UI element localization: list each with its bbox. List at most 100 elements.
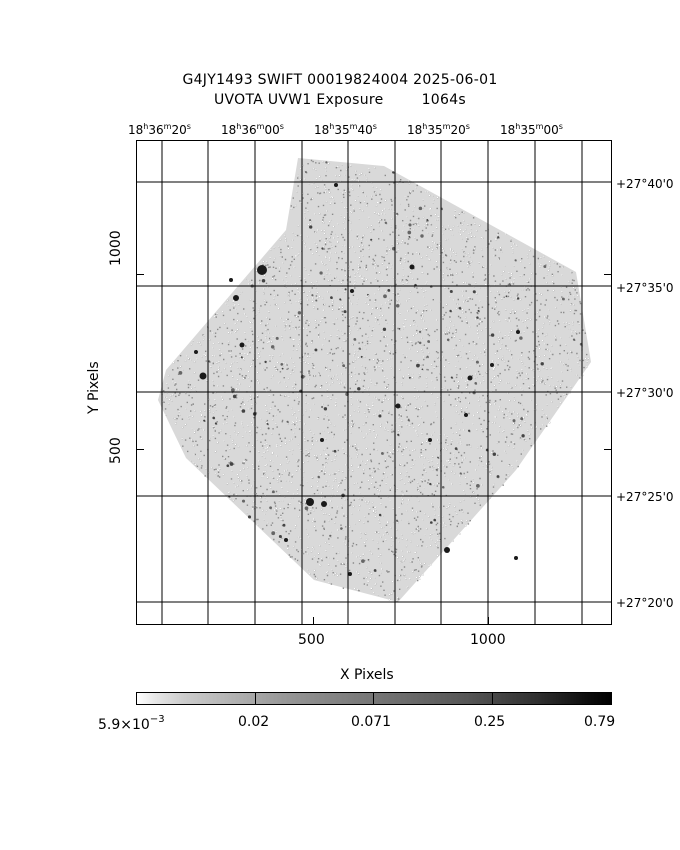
faint-source	[477, 309, 480, 312]
faint-source	[418, 341, 422, 345]
faint-source	[343, 310, 347, 314]
faint-source	[435, 468, 438, 471]
colorbar-label-2: 0.02	[238, 714, 270, 730]
faint-source	[373, 569, 377, 572]
faint-source	[429, 482, 432, 486]
dec-label-3: +27°30'0	[616, 386, 674, 400]
bright-source	[334, 183, 338, 187]
faint-source	[387, 289, 391, 292]
faint-source	[367, 293, 369, 296]
faint-source	[367, 559, 370, 561]
plot-title-line1: G4JY1493 SWIFT 00019824004 2025-06-01	[182, 72, 498, 88]
faint-source	[421, 368, 424, 371]
faint-source	[325, 161, 328, 164]
faint-source	[378, 513, 382, 517]
faint-source	[427, 340, 430, 343]
faint-source	[383, 294, 387, 299]
faint-source	[229, 462, 234, 466]
faint-source	[241, 499, 246, 503]
faint-source	[378, 414, 382, 418]
faint-source	[323, 407, 328, 411]
faint-source	[178, 371, 183, 375]
faint-source	[408, 223, 412, 227]
faint-source	[445, 254, 447, 256]
faint-source	[308, 370, 310, 372]
faint-source	[344, 288, 347, 291]
faint-source	[467, 429, 471, 432]
faint-source	[508, 283, 511, 286]
faint-source	[496, 475, 500, 478]
faint-source	[232, 394, 237, 399]
colorbar-label-min: 5.9×10−3	[98, 714, 165, 733]
faint-source	[497, 236, 500, 239]
ra-label-2: 18h36m00s	[221, 122, 284, 137]
dec-label-5: +27°20'0	[616, 596, 674, 610]
faint-source	[203, 419, 206, 422]
faint-source	[520, 417, 524, 421]
faint-source	[360, 355, 363, 358]
plot-frame	[136, 140, 612, 625]
faint-source	[241, 409, 246, 413]
faint-source	[426, 219, 429, 221]
xtick-1000	[488, 617, 489, 625]
bright-source	[194, 350, 198, 354]
faint-source	[317, 475, 320, 479]
faint-source	[272, 490, 275, 494]
faint-source	[408, 376, 411, 379]
faint-source	[330, 296, 333, 299]
bright-source	[233, 295, 239, 301]
faint-source	[408, 235, 411, 238]
ra-label-5: 18h35m00s	[500, 122, 563, 137]
faint-source	[441, 485, 445, 489]
faint-source	[311, 294, 314, 297]
faint-source	[561, 297, 565, 301]
faint-source	[271, 531, 276, 536]
faint-source	[512, 419, 516, 423]
faint-source	[543, 265, 547, 268]
xtick-label-500: 500	[298, 632, 325, 648]
faint-source	[270, 345, 275, 349]
bright-source	[229, 278, 233, 282]
plot-title-line2: UVOTA UVW1 Exposure 1064s	[213, 92, 467, 108]
bright-source	[239, 342, 245, 348]
noise-speckle-light	[161, 161, 589, 601]
faint-source	[397, 433, 400, 436]
faint-source	[380, 451, 384, 455]
faint-source	[476, 316, 479, 319]
faint-source	[420, 234, 424, 238]
bright-source	[514, 556, 518, 560]
faint-source	[418, 330, 422, 334]
faint-source	[459, 472, 462, 475]
faint-source	[514, 259, 517, 262]
ytick-1000-right	[604, 274, 612, 275]
faint-source	[226, 464, 230, 468]
x-axis-title: X Pixels	[340, 667, 394, 683]
faint-source	[517, 297, 520, 300]
ytick-1000	[136, 274, 144, 275]
faint-source	[519, 336, 523, 340]
faint-source	[454, 447, 458, 450]
faint-source	[321, 247, 324, 250]
faint-source	[476, 484, 480, 488]
faint-source	[339, 298, 342, 301]
faint-source	[208, 360, 211, 363]
sources	[178, 161, 583, 576]
faint-source	[358, 347, 361, 350]
colorbar-label-max: 0.79	[584, 714, 616, 730]
faint-source	[505, 295, 508, 298]
faint-source	[297, 311, 302, 315]
faint-source	[449, 290, 453, 293]
faint-source	[392, 171, 395, 174]
faint-source	[472, 290, 476, 294]
ytick-label-500: 500	[108, 437, 124, 464]
faint-source	[521, 434, 525, 438]
faint-source	[396, 212, 399, 215]
bright-source	[467, 375, 473, 381]
faint-source	[572, 338, 576, 341]
faint-source	[264, 360, 267, 364]
faint-source	[262, 473, 265, 475]
faint-source	[212, 416, 215, 420]
uvot-image	[136, 140, 612, 625]
ra-label-1: 18h36m20s	[128, 122, 191, 137]
faint-source	[321, 405, 324, 409]
